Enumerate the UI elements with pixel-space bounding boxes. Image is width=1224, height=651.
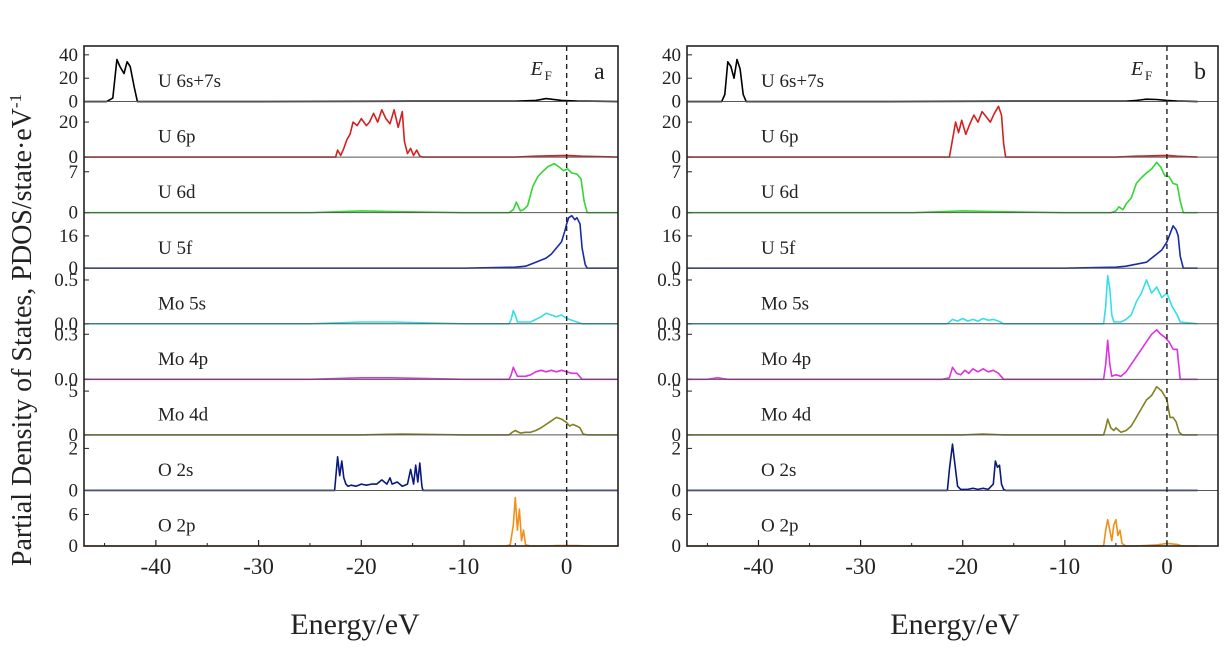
panel-a-series-o-2s [84, 455, 618, 492]
panel-a-series-label-u-5f: U 5f [158, 238, 193, 259]
panel-a-series-label-mo-4d: Mo 4d [158, 404, 209, 425]
panel-b-ytick-label: 40 [662, 45, 681, 66]
panel-a-series-label-u-6p: U 6p [158, 127, 195, 148]
panel-a-series-label-u-6s-7s: U 6s+7s [158, 71, 221, 92]
panel-a-series-label-u-6d: U 6d [158, 182, 196, 203]
panel-a-xtick-label: 0 [561, 554, 573, 579]
panel-a-xtick-label: -30 [243, 554, 274, 579]
panel-a-ytick-label: 0 [69, 536, 79, 557]
panel-a-series-u-5f [84, 214, 618, 270]
panel-b-series-label-u-6s-7s: U 6s+7s [761, 71, 824, 92]
panel-a-ytick-label: 0.5 [54, 270, 78, 291]
panel-a-fermi-label: E [530, 58, 543, 80]
panel-b-fermi-label-sub: F [1145, 68, 1152, 83]
panel-a-ytick-label: 0 [69, 425, 79, 446]
panel-a-ytick-label: 0.0 [54, 314, 78, 335]
panel-b-series-label-mo-4d: Mo 4d [761, 404, 812, 425]
panel-b-xtick-label: -20 [947, 554, 978, 579]
panel-b-series-label-o-2s: O 2s [761, 460, 796, 481]
panel-b-ytick-label: 20 [662, 68, 681, 89]
panel-b-ytick-label: 0.0 [657, 314, 681, 335]
panel-b-xtick-label: 0 [1161, 554, 1173, 579]
panel-b-series-label-u-6p: U 6p [761, 127, 798, 148]
panel-b-letter: b [1194, 59, 1206, 85]
panel-a-letter: a [594, 59, 605, 85]
panel-b-ytick-label: 0 [672, 258, 682, 279]
x-axis-label-a: Energy/eV [290, 608, 420, 641]
panel-a-ytick-label: 20 [59, 112, 78, 133]
panel-a-ytick-label: 2 [69, 438, 79, 459]
panel-a-ytick-label: 0 [69, 92, 79, 113]
panel-a-xtick-label: -40 [141, 554, 172, 579]
panel-a-ytick-label: 6 [69, 504, 79, 525]
panel-a-fermi-label-sub: F [545, 68, 552, 83]
panel-b-ytick-label: 0.5 [657, 270, 681, 291]
panel-b-fermi-label: E [1130, 58, 1143, 80]
panel-a-ytick-label: 5 [69, 381, 79, 402]
panel-b-ytick-label: 0 [672, 203, 682, 224]
panel-b-ytick-label: 0.0 [657, 369, 681, 390]
panel-a-ytick-label: 40 [59, 45, 78, 66]
panel-b-xtick-label: -40 [743, 554, 774, 579]
panel-a-ytick-label: 7 [69, 162, 79, 183]
panel-a-xtick-label: -10 [449, 554, 480, 579]
panel-a-ytick-label: 20 [59, 68, 78, 89]
panel-a-ytick-label: 0 [69, 258, 79, 279]
panel-a-ytick-label: 0 [69, 480, 79, 501]
panel-a-ytick-label: 0 [69, 203, 79, 224]
panel-a-series-label-mo-5s: Mo 5s [158, 293, 206, 314]
panel-b-ytick-label: 0 [672, 425, 682, 446]
panel-a-ytick-label: 0.3 [54, 324, 78, 345]
panel-b-series-label-mo-4p: Mo 4p [761, 349, 811, 370]
panel-b-series-label-u-6d: U 6d [761, 182, 799, 203]
panel-b-series-o-2s [687, 443, 1198, 492]
panel-a-series-label-mo-4p: Mo 4p [158, 349, 208, 370]
panel-b-ytick-label: 16 [662, 226, 681, 247]
panel-b-ytick-label: 5 [672, 381, 682, 402]
panel-b-ytick-label: 0 [672, 480, 682, 501]
panel-b-series-mo-5s [687, 274, 1198, 325]
panel-b-series-u-5f [687, 225, 1198, 270]
panel-b-ytick-label: 0 [672, 536, 682, 557]
panel-b-frame [686, 45, 1219, 547]
panel-b-series-label-u-5f: U 5f [761, 238, 796, 259]
panel-b-ytick-label: 0.3 [657, 324, 681, 345]
panel-b-series-label-mo-5s: Mo 5s [761, 293, 809, 314]
panel-b-ytick-label: 6 [672, 504, 682, 525]
panel-a-frame [83, 45, 619, 547]
panel-a-series-label-o-2s: O 2s [158, 460, 193, 481]
panel-a-series-mo-5s [84, 309, 618, 325]
x-axis-label-b: Energy/eV [890, 608, 1020, 641]
panel-b-ytick-label: 0 [672, 92, 682, 113]
panel-b-series-label-o-2p: O 2p [761, 516, 798, 537]
panel-a-xtick-label: -20 [346, 554, 377, 579]
panel-a-ytick-label: 0.0 [54, 369, 78, 390]
panel-a-ytick-label: 0 [69, 147, 79, 168]
panel-a-series-label-o-2p: O 2p [158, 516, 195, 537]
y-axis-label: Partial Density of States, PDOS/state·eV… [6, 94, 38, 566]
panel-a-series-mo-4p [84, 366, 618, 381]
panel-b-ytick-label: 0 [672, 147, 682, 168]
panel-a-ytick-label: 16 [59, 226, 78, 247]
panel-b-series-mo-4p [687, 328, 1198, 381]
panel-b-ytick-label: 2 [672, 438, 682, 459]
panel-b-ytick-label: 20 [662, 112, 681, 133]
panel-b-xtick-label: -30 [845, 554, 876, 579]
panel-b-xtick-label: -10 [1049, 554, 1080, 579]
panel-b-ytick-label: 7 [672, 162, 682, 183]
